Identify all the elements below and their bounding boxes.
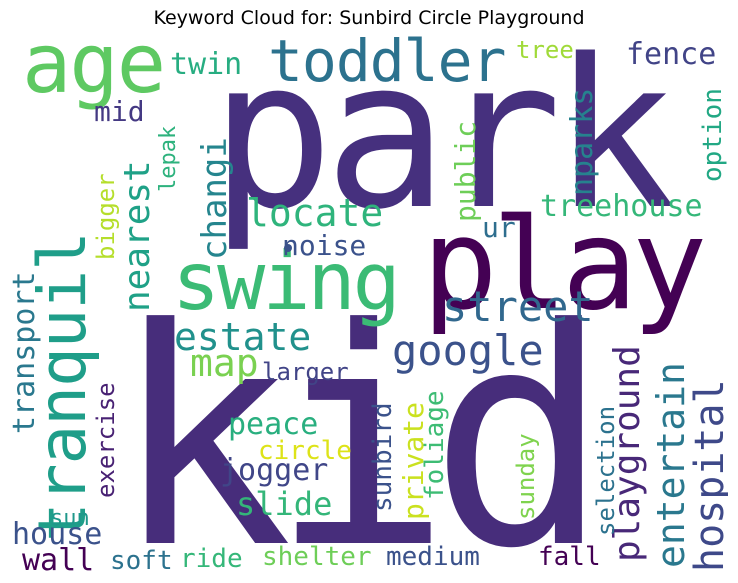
word-public: public	[449, 120, 482, 222]
word-nparks: nparks	[565, 87, 600, 196]
word-fence: fence	[626, 37, 717, 72]
word-park: park	[210, 32, 676, 255]
word-tree: tree	[516, 36, 574, 64]
word-transport: transport	[10, 271, 42, 434]
word-medium: medium	[386, 542, 480, 572]
word-bigger: bigger	[92, 173, 120, 260]
word-jogger: jogger	[220, 453, 329, 488]
word-peace: peace	[228, 407, 319, 442]
word-kid: kid	[112, 265, 610, 579]
word-ur: ur	[482, 211, 516, 244]
word-lepak: lepak	[156, 125, 181, 192]
word-treehouse: treehouse	[540, 189, 703, 224]
word-option: option	[698, 88, 728, 182]
noise-bullet-dot	[284, 244, 292, 252]
word-mid: mid	[94, 95, 145, 128]
word-locate: locate	[246, 191, 384, 235]
word-sunday: sunday	[512, 433, 540, 520]
word-wall: wall	[22, 543, 95, 578]
word-google: google	[392, 326, 544, 375]
word-soft: soft	[110, 546, 173, 576]
word-larger: larger	[262, 358, 349, 386]
word-hospital: hospital	[687, 379, 728, 572]
word-foliage: foliage	[420, 390, 450, 500]
word-noise: noise	[282, 229, 367, 262]
word-sunbird: sunbird	[368, 402, 398, 512]
word-sun: sun	[50, 506, 90, 531]
word-ride: ride	[180, 544, 243, 574]
word-swing: swing	[172, 235, 401, 328]
word-fall: fall	[538, 542, 601, 572]
word-exercise: exercise	[92, 382, 120, 498]
word-changi: changi	[195, 137, 235, 260]
word-slide: slide	[236, 485, 333, 523]
word-map: map	[190, 341, 259, 385]
word-selection: selection	[592, 405, 620, 536]
word-entertain: entertain	[649, 362, 693, 568]
word-cloud: kid park play swing age toddler tranquil…	[10, 32, 728, 578]
word-shelter: shelter	[262, 542, 372, 572]
word-street: street	[442, 282, 594, 331]
word-nearest: nearest	[117, 160, 158, 312]
chart-title: Keyword Cloud for: Sunbird Circle Playgr…	[153, 7, 585, 29]
word-twin: twin	[170, 47, 243, 82]
word-estate: estate	[174, 315, 312, 359]
word-house: house	[12, 517, 103, 552]
word-age: age	[22, 32, 166, 112]
word-play: play	[422, 191, 707, 338]
word-circle: circle	[258, 436, 352, 466]
word-toddler: toddler	[268, 32, 506, 95]
